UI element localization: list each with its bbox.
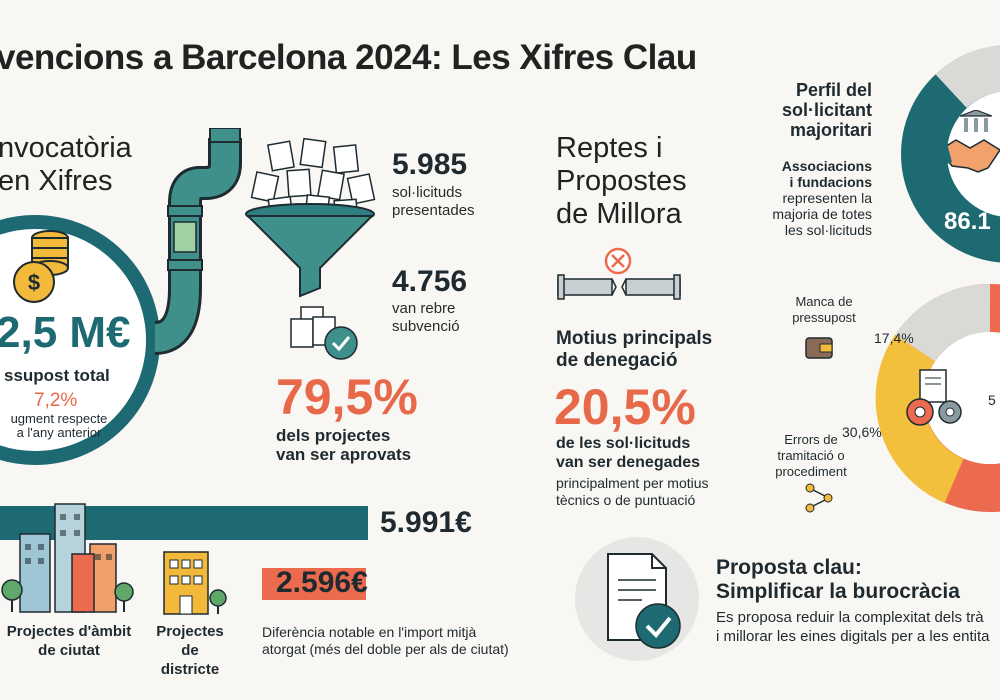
denial-reasons-heading-line2: de denegació (556, 350, 678, 371)
proposta-heading-line1: Proposta clau: (716, 556, 862, 579)
buildings-icon (1, 503, 134, 613)
budget-value: 2,5 M€ (0, 308, 131, 357)
pipe-icon (153, 128, 242, 355)
city-projects-label: Projectes d'àmbit de ciutat (4, 622, 134, 660)
lack-budget-label-line1: Manca de (795, 294, 853, 309)
approved-docs-icon (290, 306, 358, 360)
perfil-pct: 86.1 (944, 208, 991, 235)
convocatoria-heading-line1: nvocatòria (0, 132, 132, 164)
submitted-label-line1: sol·licituds (392, 184, 463, 201)
reptes-heading-line2: Propostes (556, 165, 687, 197)
perfil-description: Associacions i fundacions representen la… (750, 158, 872, 238)
workflow-icon (805, 483, 833, 513)
district-projects-label: Projectes de districte (150, 622, 230, 679)
perfil-description-line1: Associacions (781, 158, 872, 174)
granted-label-line2: subvenció (392, 318, 460, 335)
amounts-note: Diferència notable en l'import mitjà ato… (262, 624, 509, 658)
district-amount-value: 2.596€ (276, 566, 368, 599)
denied-note-line1: principalment per motius (556, 475, 709, 491)
errors-label-line1: Errors de (784, 432, 838, 447)
errors-label-line3: procediment (775, 464, 847, 479)
reptes-heading-line1: Reptes i (556, 132, 663, 164)
approved-label-line2: van ser aprovats (276, 445, 412, 464)
errors-pct: 30,6% (842, 424, 882, 440)
other-pct-fragment: 5 (988, 392, 996, 408)
perfil-description-line3: representen la (782, 190, 872, 206)
perfil-description-line4: majoria de totes (772, 206, 872, 222)
granted-value: 4.756 (392, 265, 468, 298)
documents-icon (250, 138, 376, 228)
reptes-heading-line3: de Millora (556, 198, 682, 230)
wallet-icon (805, 337, 833, 359)
increase-label-line2: a l'any anterior (16, 425, 102, 440)
page-title: vencions a Barcelona 2024: Les Xifres Cl… (0, 38, 697, 77)
denied-label-line2: van ser denegades (556, 454, 701, 471)
city-projects-label-line2: de ciutat (38, 642, 100, 659)
lack-budget-label-line2: pressupost (792, 310, 856, 325)
increase-label-line1: ugment respecte (10, 411, 108, 426)
perfil-heading-line2: sol·licitant (781, 100, 872, 120)
perfil-heading-line3: majoritari (789, 120, 872, 140)
proposta-description: Es proposa reduir la complexitat dels tr… (716, 608, 989, 646)
district-building-icon (163, 551, 227, 615)
lack-budget-pct: 17,4% (874, 330, 914, 346)
proposta-description-line2: i millorar les eines digitals per a les … (716, 628, 990, 645)
perfil-heading-line1: Perfil del (795, 80, 872, 100)
svg-text:$: $ (28, 270, 40, 295)
denied-label-line1: de les sol·licituds (556, 435, 691, 452)
coins-icon: $ (13, 230, 69, 303)
district-amount-bar (262, 568, 366, 600)
denial-donut (875, 283, 1000, 512)
broken-pipe-icon (557, 247, 681, 300)
convocatoria-heading: nvocatòria en Xifres (0, 132, 132, 198)
granted-label-line1: van rebre (392, 300, 456, 317)
submitted-label-line2: presentades (392, 202, 475, 219)
approved-pct: 79,5% (276, 369, 418, 425)
city-projects-label-line1: Projectes d'àmbit (6, 623, 132, 640)
approved-label: dels projectes van ser aprovats (276, 426, 411, 464)
bank-icon (959, 110, 993, 132)
amounts-note-line1: Diferència notable en l'import mitjà (262, 624, 477, 640)
perfil-description-line5: les sol·licituds (784, 222, 872, 238)
document-check-icon (575, 537, 699, 661)
submitted-label: sol·licituds presentades (392, 184, 475, 220)
granted-label: van rebre subvenció (392, 300, 460, 336)
increase-label: ugment respecte a l'any anterior (4, 412, 114, 440)
amounts-note-line2: atorgat (més del doble per als de ciutat… (262, 641, 509, 657)
errors-label: Errors de tramitació o procediment (766, 432, 856, 480)
proposta-heading: Proposta clau: Simplificar la burocràcia (716, 556, 960, 604)
convocatoria-heading-line2: en Xifres (0, 165, 113, 197)
funnel-icon (245, 138, 376, 298)
denial-reasons-heading: Motius principals de denegació (556, 328, 712, 372)
gears-icon (906, 369, 962, 426)
lack-budget-label: Manca de pressupost (784, 294, 864, 326)
perfil-heading: Perfil del sol·licitant majoritari (750, 80, 872, 140)
district-projects-label-line2: de districte (160, 642, 220, 678)
denied-note-line2: tècnics o de puntuació (556, 492, 696, 508)
submitted-value: 5.985 (392, 148, 468, 181)
proposta-heading-line2: Simplificar la burocràcia (716, 580, 960, 603)
budget-label: ssupost total (4, 366, 110, 385)
denied-pct: 20,5% (554, 379, 696, 435)
approved-label-line1: dels projectes (276, 426, 391, 445)
perfil-description-line2: i fundacions (789, 174, 872, 190)
errors-label-line2: tramitació o (777, 448, 845, 463)
denied-note: principalment per motius tècnics o de pu… (556, 475, 709, 509)
denied-label: de les sol·licituds van ser denegades (556, 434, 700, 472)
reptes-heading: Reptes i Propostes de Millora (556, 132, 687, 231)
district-projects-label-line1: Projectes (156, 623, 224, 640)
handshake-icon (938, 110, 1000, 173)
proposta-description-line1: Es proposa reduir la complexitat dels tr… (716, 609, 984, 626)
denial-reasons-heading-line1: Motius principals (556, 328, 713, 349)
city-amount-value: 5.991€ (380, 506, 472, 539)
increase-pct: 7,2% (34, 390, 78, 411)
